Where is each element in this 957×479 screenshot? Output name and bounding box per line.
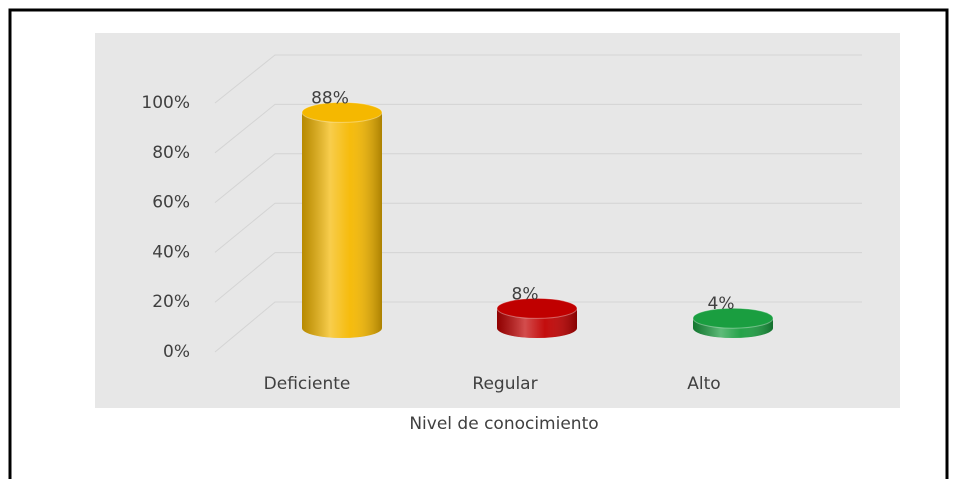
x-tick-label: Alto — [687, 374, 720, 394]
data-label: 4% — [708, 294, 735, 314]
grid-line — [214, 153, 862, 203]
y-tick-label: 100% — [141, 93, 190, 113]
y-tick-label: 0% — [163, 342, 190, 362]
y-tick-label: 80% — [152, 143, 190, 163]
grid-line — [214, 202, 862, 253]
x-tick-label: Deficiente — [264, 374, 351, 394]
plot-area — [95, 33, 900, 408]
y-tick-label: 60% — [152, 193, 190, 213]
data-label: 88% — [311, 88, 349, 108]
grid-line — [214, 301, 862, 353]
bar-top — [692, 307, 774, 329]
y-tick-label: 20% — [152, 292, 190, 312]
y-tick-label: 40% — [152, 242, 190, 262]
grid-line — [214, 103, 862, 154]
data-label: 8% — [512, 284, 539, 304]
bar-top — [301, 101, 383, 123]
bar-top — [496, 297, 578, 319]
grid-line — [214, 54, 862, 104]
x-axis-title: Nivel de conocimiento — [409, 414, 598, 434]
grid-line — [214, 252, 862, 303]
bar-shade — [302, 112, 382, 339]
x-tick-label: Regular — [472, 374, 537, 394]
